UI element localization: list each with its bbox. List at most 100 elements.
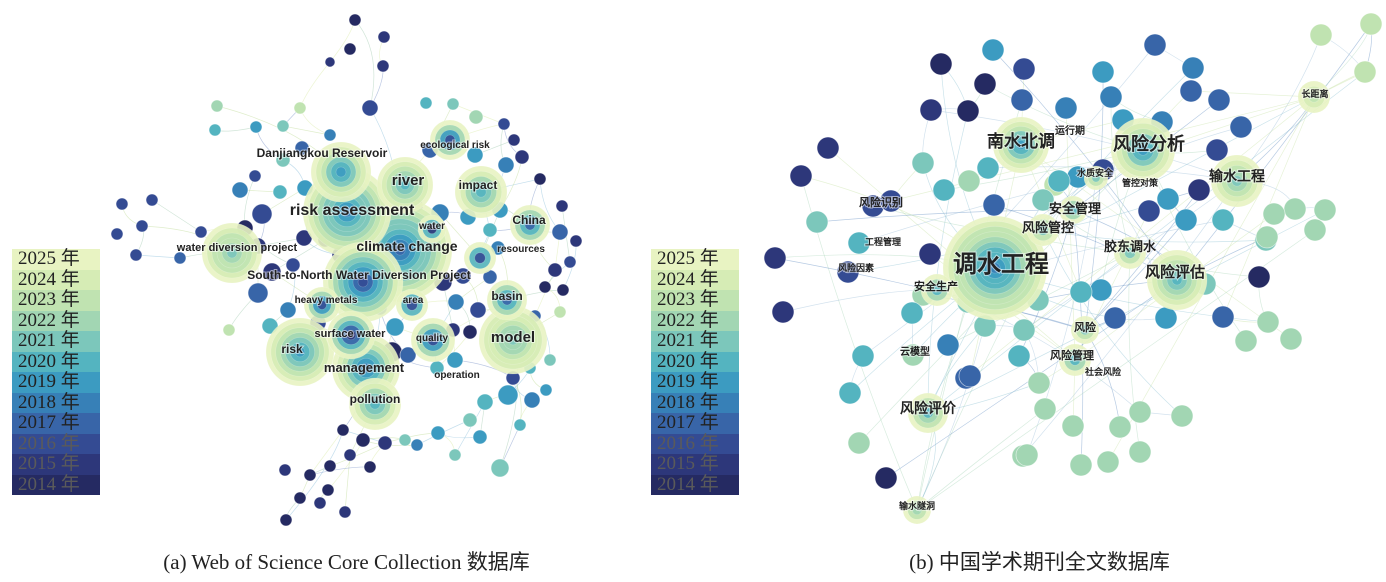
year-color-legend: 2025 年 2024 年 2023 年 2022 年 2021 年 2020 年 2019… — [651, 248, 739, 495]
keyword-node — [262, 262, 282, 282]
keyword-node-ring — [317, 300, 327, 310]
keyword-node — [569, 234, 583, 248]
keyword-node-ring — [922, 407, 934, 419]
keyword-node — [1054, 96, 1078, 120]
keyword-label: risk — [281, 342, 303, 356]
keyword-node — [293, 491, 307, 505]
keyword-node — [355, 432, 371, 448]
keyword-node — [1128, 400, 1152, 424]
keyword-label: heavy metals — [295, 295, 358, 306]
keyword-node — [497, 117, 511, 131]
figure-caption: (b) 中国学术期刊全文数据库 — [909, 550, 1170, 574]
keyword-node — [1207, 88, 1231, 112]
keyword-node — [523, 391, 541, 409]
keyword-node — [847, 431, 871, 455]
panel-wos: Danjiangkou Reservoir ecological risk ri… — [12, 13, 583, 574]
keyword-node — [901, 343, 925, 367]
legend-year-row: 2017 年 — [651, 412, 739, 434]
keyword-node — [539, 383, 553, 397]
keyword-node — [377, 435, 393, 451]
keyword-label: 输水工程 — [1209, 168, 1265, 185]
keyword-node — [1313, 198, 1337, 222]
keyword-label: 社会风险 — [1084, 366, 1122, 378]
keyword-label: 风险评价 — [900, 400, 957, 417]
keyword-node — [556, 283, 570, 297]
keyword-node-ring — [931, 284, 943, 296]
keyword-node — [430, 425, 446, 441]
co-occurrence-link — [1084, 219, 1187, 331]
legend-year-row: 2017 年 — [12, 412, 100, 434]
keyword-node — [1069, 453, 1093, 477]
co-occurrence-link — [1042, 229, 1183, 417]
keyword-label: pollution — [350, 392, 401, 406]
keyword-node — [847, 231, 871, 255]
keyword-node — [446, 351, 464, 369]
keyword-node-ring — [360, 362, 372, 374]
keyword-node — [1309, 23, 1333, 47]
keyword-node-ring — [369, 398, 381, 410]
network-graph-cnki: 南水北调 运行期 风险分析 长距离 水质安全 管控对策 输水工程 风险识别 安全… — [763, 12, 1383, 525]
keyword-node — [1027, 371, 1051, 395]
keyword-node — [248, 169, 262, 183]
keyword-node — [343, 42, 357, 56]
keyword-node — [446, 97, 460, 111]
keyword-node — [497, 384, 519, 406]
keyword-node — [279, 513, 293, 527]
keyword-node-ring — [474, 252, 486, 264]
keyword-node-ring — [989, 262, 1001, 274]
keyword-node — [194, 225, 208, 239]
co-occurrence-link — [1042, 67, 1194, 231]
keyword-node — [929, 52, 953, 76]
keyword-node — [789, 164, 813, 188]
keyword-node — [173, 251, 187, 265]
co-occurrence-link — [916, 408, 1046, 511]
panel-cnki: 南水北调 运行期 风险分析 长距离 水质安全 管控对策 输水工程 风险识别 安全… — [651, 0, 1386, 582]
keyword-node-ring — [426, 224, 437, 235]
legend-year-row: 2014 年 — [651, 474, 739, 495]
keyword-node — [957, 169, 981, 193]
keyword-node — [838, 381, 862, 405]
legend-year-row: 2021 年 — [12, 330, 100, 352]
keyword-label: risk assessment — [290, 202, 415, 219]
co-occurrence-link — [299, 61, 331, 109]
keyword-node — [553, 305, 567, 319]
keyword-node — [956, 99, 980, 123]
keyword-label: impact — [459, 178, 498, 192]
keyword-node — [836, 260, 860, 284]
keyword-label: Danjiangkou Reservoir — [257, 146, 388, 160]
legend-year-row: 2020 年 — [12, 351, 100, 372]
keyword-node — [771, 300, 795, 324]
keyword-node — [1069, 280, 1093, 304]
legend-year-row: 2016 年 — [12, 433, 100, 454]
co-occurrence-link — [454, 401, 486, 456]
keyword-node — [482, 222, 498, 238]
keyword-node — [918, 242, 942, 266]
keyword-node — [145, 193, 159, 207]
keyword-node — [208, 123, 222, 137]
legend-year-row: 2025 年 — [12, 248, 100, 270]
keyword-node-ring — [1091, 173, 1101, 183]
keyword-node-ring — [1137, 144, 1149, 156]
keyword-node-ring — [912, 504, 923, 515]
keyword-node — [763, 246, 787, 270]
keyword-node-ring — [357, 276, 369, 288]
keyword-label: 调水工程 — [953, 249, 1049, 278]
keyword-node-ring — [345, 329, 357, 341]
keyword-node-ring — [1015, 140, 1026, 151]
keyword-node — [1010, 88, 1034, 112]
keyword-node-ring — [524, 219, 536, 231]
keyword-node-ring — [341, 206, 353, 218]
co-occurrence-link — [354, 19, 375, 109]
keyword-label: river — [392, 172, 425, 189]
keyword-label: resources — [497, 244, 545, 255]
keyword-node — [323, 459, 337, 473]
keyword-label: climate change — [356, 238, 457, 254]
keyword-node — [879, 189, 903, 213]
keyword-node — [361, 99, 379, 117]
keyword-label: South-to-North Water Diversion Project — [247, 268, 471, 282]
legend-year-row: 2015 年 — [651, 453, 739, 475]
legend-year-row: 2025 年 — [651, 248, 739, 270]
keyword-node — [1262, 202, 1286, 226]
keyword-node — [1061, 414, 1085, 438]
keyword-node — [513, 418, 527, 432]
